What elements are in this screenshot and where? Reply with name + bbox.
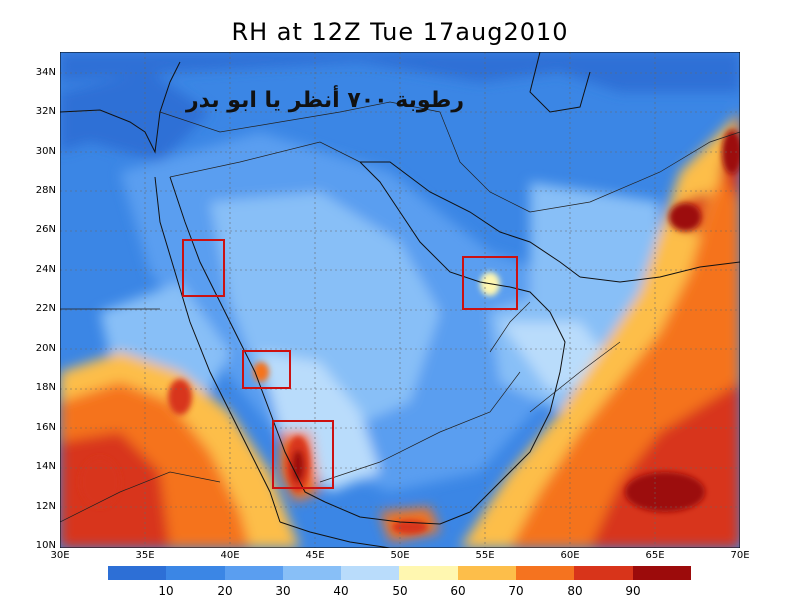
map-title: RH at 12Z Tue 17aug2010 [231,18,569,46]
colorbar-swatch [574,566,633,580]
colorbar-swatch [516,566,575,580]
lat-label-30n: 30N [35,146,56,157]
colorbar-label-90: 90 [625,584,641,598]
lon-label-40e: 40E [220,550,240,561]
lon-label-65e: 65E [645,550,665,561]
lat-label-24n: 24N [35,264,56,275]
arabic-annotation: رطوبة ٧٠٠ أنظر يا ابو بدر [186,88,465,113]
colorbar-swatch [341,566,400,580]
uae-box [462,256,518,310]
lat-label-22n: 22N [35,303,56,314]
lon-label-55e: 55E [475,550,495,561]
humidity-peaks [80,130,740,534]
lat-label-26n: 26N [35,224,56,235]
yemen-box [272,420,334,489]
colorbar-label-40: 40 [333,584,349,598]
lat-label-12n: 12N [35,501,56,512]
western-saudi-box [182,239,225,297]
colorbar-swatch [108,566,167,580]
graticule [60,52,740,548]
colorbar-label-10: 10 [158,584,174,598]
colorbar-label-20: 20 [217,584,233,598]
lat-label-10n: 10N [35,540,56,551]
lat-label-28n: 28N [35,185,56,196]
lat-label-32n: 32N [35,106,56,117]
lon-label-30e: 30E [50,550,70,561]
coastlines [60,52,740,548]
lon-label-70e: 70E [730,550,750,561]
lon-label-60e: 60E [560,550,580,561]
lon-label-45e: 45E [305,550,325,561]
colorbar-swatch [632,566,691,580]
asir-box [242,350,291,389]
colorbar-swatch [166,566,225,580]
colorbar-label-70: 70 [508,584,524,598]
colorbar-swatch [399,566,458,580]
lat-label-20n: 20N [35,343,56,354]
lat-label-16n: 16N [35,422,56,433]
colorbar-label-30: 30 [275,584,291,598]
colorbar-swatch [282,566,342,580]
colorbar-label-50: 50 [392,584,408,598]
colorbar-swatch [457,566,517,580]
lon-label-35e: 35E [135,550,155,561]
colorbar-label-80: 80 [567,584,583,598]
colorbar-label-60: 60 [450,584,466,598]
colorbar-swatch [224,566,283,580]
lat-label-34n: 34N [35,67,56,78]
humidity-map [60,52,740,548]
lat-label-18n: 18N [35,382,56,393]
lat-label-14n: 14N [35,461,56,472]
lon-label-50e: 50E [390,550,410,561]
borders [60,101,740,523]
colorbar [108,566,691,580]
